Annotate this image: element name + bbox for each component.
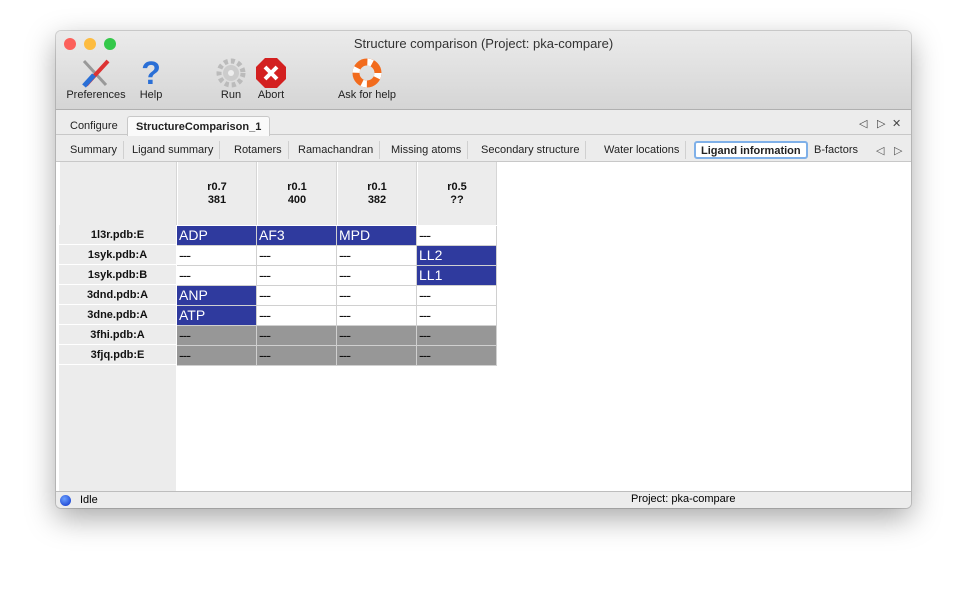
- table-cell[interactable]: ---: [257, 326, 337, 346]
- close-tab-icon[interactable]: ✕: [892, 118, 902, 130]
- corner-header: [59, 162, 177, 225]
- ask-for-help-label: Ask for help: [337, 89, 397, 101]
- scroll-right-icon[interactable]: ▷: [877, 118, 886, 130]
- run-label: Run: [220, 89, 242, 101]
- column-residue: 381: [207, 194, 227, 206]
- status-text: Idle: [80, 494, 98, 506]
- preferences-button[interactable]: Preferences: [62, 57, 130, 101]
- top-tab-bar: Configure StructureComparison_1: [56, 113, 911, 136]
- table-cell[interactable]: ---: [417, 346, 497, 366]
- tab-rotamers[interactable]: Rotamers: [228, 141, 289, 159]
- table-cell[interactable]: ---: [177, 326, 257, 346]
- tab-ligand-information[interactable]: Ligand information: [694, 141, 808, 159]
- gear-icon: [214, 57, 248, 89]
- tab-water-locations[interactable]: Water locations: [598, 141, 687, 159]
- main-window: Structure comparison (Project: pka-compa…: [56, 31, 911, 508]
- table-cell[interactable]: ---: [337, 306, 417, 326]
- table-cell[interactable]: ---: [337, 346, 417, 366]
- table-cell[interactable]: ---: [417, 286, 497, 306]
- table-cell[interactable]: ATP: [177, 306, 257, 326]
- abort-icon: [252, 57, 290, 89]
- table-cell[interactable]: ---: [257, 346, 337, 366]
- status-indicator-icon: [60, 495, 71, 506]
- row-header[interactable]: 3fhi.pdb:A: [59, 326, 176, 345]
- row-header[interactable]: 3dnd.pdb:A: [59, 286, 176, 305]
- column-header[interactable]: r0.1 382: [337, 162, 417, 225]
- tab-ramachandran[interactable]: Ramachandran: [292, 141, 381, 159]
- help-button[interactable]: ? Help: [134, 54, 168, 102]
- tab-secondary-structure[interactable]: Secondary structure: [475, 141, 587, 159]
- ligand-table: r0.7 381 r0.1 400 r0.1 382 r0.5?? 1l3r.pdb:E ADP…: [56, 161, 911, 492]
- ask-for-help-button[interactable]: Ask for help: [332, 57, 402, 101]
- column-residue: ??: [450, 194, 464, 206]
- tab-b-factors[interactable]: B-factors: [814, 144, 859, 156]
- table-cell[interactable]: ---: [337, 286, 417, 306]
- table-cell[interactable]: LL2: [417, 246, 497, 266]
- table-cell[interactable]: MPD: [337, 226, 417, 246]
- table-cell[interactable]: AF3: [257, 226, 337, 246]
- subtab-scroll-left-icon[interactable]: ◁: [876, 145, 885, 157]
- row-header[interactable]: 3fjq.pdb:E: [59, 346, 176, 365]
- table-cell[interactable]: ---: [177, 266, 257, 286]
- tools-icon: [62, 57, 130, 89]
- scroll-left-icon[interactable]: ◁: [859, 118, 868, 130]
- column-header[interactable]: r0.1 400: [257, 162, 337, 225]
- window-title: Structure comparison (Project: pka-compa…: [353, 36, 614, 51]
- table-cell[interactable]: ---: [337, 266, 417, 286]
- column-residue: 400: [287, 194, 307, 206]
- table-cell[interactable]: ---: [417, 226, 497, 246]
- subtab-scroll-right-icon[interactable]: ▷: [894, 145, 903, 157]
- table-cell[interactable]: ---: [337, 326, 417, 346]
- column-run: r0.5: [447, 181, 467, 193]
- column-header[interactable]: r0.5??: [417, 162, 497, 225]
- table-cell[interactable]: ---: [177, 246, 257, 266]
- column-run: r0.1: [287, 181, 307, 193]
- table-cell[interactable]: ---: [177, 346, 257, 366]
- project-label: Project: pka-compare: [631, 493, 736, 505]
- tab-missing-atoms[interactable]: Missing atoms: [385, 141, 469, 159]
- table-cell[interactable]: ---: [257, 246, 337, 266]
- row-header[interactable]: 1syk.pdb:B: [59, 266, 176, 285]
- abort-label: Abort: [257, 89, 285, 101]
- table-cell[interactable]: LL1: [417, 266, 497, 286]
- zoom-window-button[interactable]: [104, 38, 116, 50]
- column-run: r0.1: [367, 181, 387, 193]
- table-cell[interactable]: ANP: [177, 286, 257, 306]
- tab-structure-comparison-1[interactable]: StructureComparison_1: [127, 116, 271, 136]
- column-header[interactable]: r0.7 381: [177, 162, 257, 225]
- table-cell[interactable]: ---: [417, 326, 497, 346]
- abort-button[interactable]: Abort: [252, 57, 290, 101]
- status-bar: Idle Project: pka-compare: [56, 491, 911, 508]
- sub-tab-bar: Summary Ligand summary Rotamers Ramachan…: [56, 139, 911, 161]
- toolbar: Structure comparison (Project: pka-compa…: [56, 31, 911, 110]
- table-cell[interactable]: ADP: [177, 226, 257, 246]
- table-cell[interactable]: ---: [257, 306, 337, 326]
- minimize-window-button[interactable]: [84, 38, 96, 50]
- column-run: r0.7: [207, 181, 227, 193]
- column-residue: 382: [367, 194, 387, 206]
- tab-configure[interactable]: Configure: [70, 120, 118, 132]
- help-label: Help: [139, 89, 163, 101]
- row-header[interactable]: 3dne.pdb:A: [59, 306, 176, 325]
- table-cell[interactable]: ---: [417, 306, 497, 326]
- row-header[interactable]: 1syk.pdb:A: [59, 246, 176, 265]
- help-icon: ?: [141, 54, 161, 91]
- tab-summary[interactable]: Summary: [64, 141, 125, 159]
- table-cell[interactable]: ---: [337, 246, 417, 266]
- preferences-label: Preferences: [66, 89, 126, 101]
- table-cell[interactable]: ---: [257, 286, 337, 306]
- row-header[interactable]: 1l3r.pdb:E: [59, 226, 176, 245]
- table-cell[interactable]: ---: [257, 266, 337, 286]
- run-button[interactable]: Run: [214, 57, 248, 101]
- close-window-button[interactable]: [64, 38, 76, 50]
- tab-ligand-summary[interactable]: Ligand summary: [126, 141, 221, 159]
- lifebuoy-icon: [332, 57, 402, 89]
